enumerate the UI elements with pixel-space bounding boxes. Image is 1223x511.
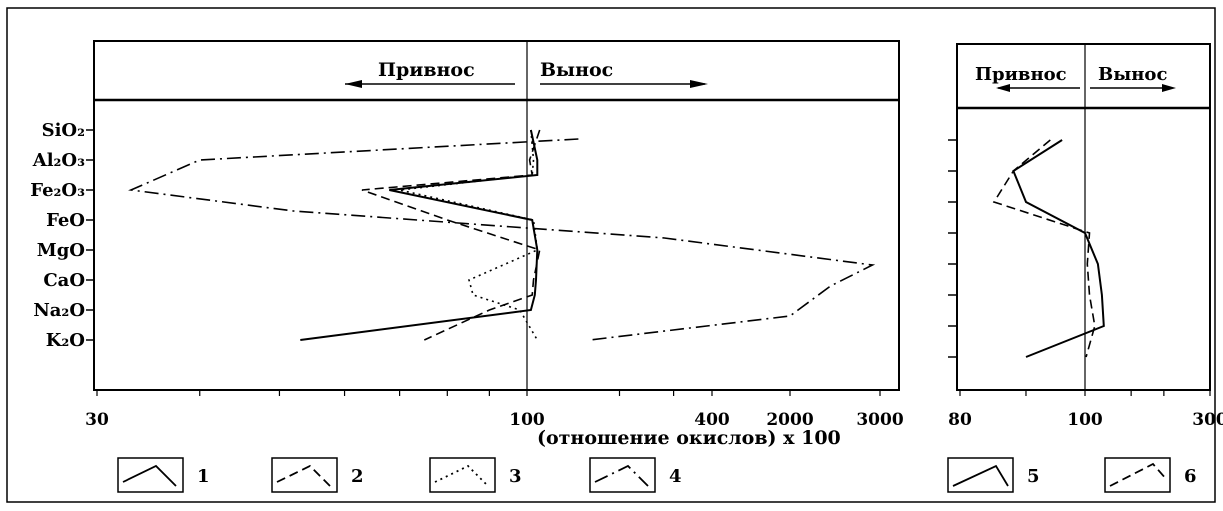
legend-swatch	[594, 464, 649, 487]
left-header-inflow: Привнос	[378, 59, 475, 81]
right-header-outflow: Вынос	[1098, 64, 1167, 85]
left-x-ticks: 30 100 400 2000 3000	[85, 390, 904, 430]
legend-box	[117, 457, 184, 493]
x-tick-label-400: 400	[694, 410, 730, 430]
legend-box	[1104, 457, 1171, 493]
y-label-0: SiO₂	[42, 120, 85, 141]
x-axis-label: (отношение окислов) x 100	[537, 427, 841, 449]
series-5-line	[1012, 139, 1105, 358]
legend-item-1: 1	[117, 457, 210, 493]
right-arrow-outflow-head	[1162, 84, 1176, 92]
legend-label: 5	[1027, 466, 1040, 487]
legend-swatch	[952, 464, 1009, 487]
x-tick-label-100: 100	[509, 410, 545, 430]
right-x-ticks: 80 100 300	[948, 390, 1223, 430]
y-label-5: CaO	[43, 270, 85, 291]
series-3-line	[399, 129, 539, 341]
right-header-inflow: Привнос	[975, 64, 1067, 85]
x-tick-label-3000: 3000	[856, 410, 903, 430]
series-1-line	[300, 129, 539, 341]
legend-item-2: 2	[271, 457, 364, 493]
left-arrow-inflow-head	[345, 80, 362, 88]
right-x-tick-label-80: 80	[948, 410, 972, 430]
left-panel-frame	[93, 40, 900, 391]
series-2-line	[361, 129, 541, 341]
legend-label: 1	[197, 466, 210, 487]
y-label-4: MgO	[37, 240, 85, 261]
legend-item-4: 4	[589, 457, 682, 493]
right-x-tick-label-100: 100	[1067, 410, 1103, 430]
legend-label: 3	[509, 466, 522, 487]
left-header-outflow: Вынос	[540, 59, 613, 81]
right-panel-frame	[956, 43, 1211, 391]
legend-item-5: 5	[947, 457, 1040, 493]
x-tick-label-30: 30	[85, 410, 109, 430]
legend-swatch	[122, 464, 177, 487]
y-label-6: Na₂O	[33, 300, 85, 321]
legend-swatch	[1109, 462, 1168, 487]
outer-frame	[6, 7, 1216, 503]
legend-label: 4	[669, 466, 682, 487]
legend-box	[589, 457, 656, 493]
legend-swatch	[434, 464, 489, 487]
left-series	[128, 129, 876, 341]
y-label-7: K₂O	[46, 330, 85, 351]
legend-box	[947, 457, 1014, 493]
right-x-tick-label-300: 300	[1192, 410, 1223, 430]
series-4-line	[128, 138, 876, 341]
legend-item-3: 3	[429, 457, 522, 493]
right-y-ticks	[948, 139, 957, 358]
legend-box	[429, 457, 496, 493]
legend-label: 6	[1184, 466, 1197, 487]
x-tick-label-2000: 2000	[766, 410, 813, 430]
right-series	[992, 139, 1105, 358]
legend-box	[271, 457, 338, 493]
legend-swatch	[276, 464, 331, 487]
right-arrow-inflow-head	[996, 84, 1010, 92]
y-label-3: FeO	[46, 210, 85, 231]
series-6-line	[992, 139, 1096, 358]
legend-label: 2	[351, 466, 364, 487]
legend: 1 2 3 4 5 6	[117, 457, 1197, 493]
legend-item-6: 6	[1104, 457, 1197, 493]
left-y-labels: SiO₂ Al₂O₃ Fe₂O₃ FeO MgO CaO Na₂O K₂O	[30, 120, 94, 351]
y-label-2: Fe₂O₃	[30, 180, 85, 201]
y-label-1: Al₂O₃	[32, 150, 85, 171]
left-arrow-outflow-head	[690, 80, 708, 88]
